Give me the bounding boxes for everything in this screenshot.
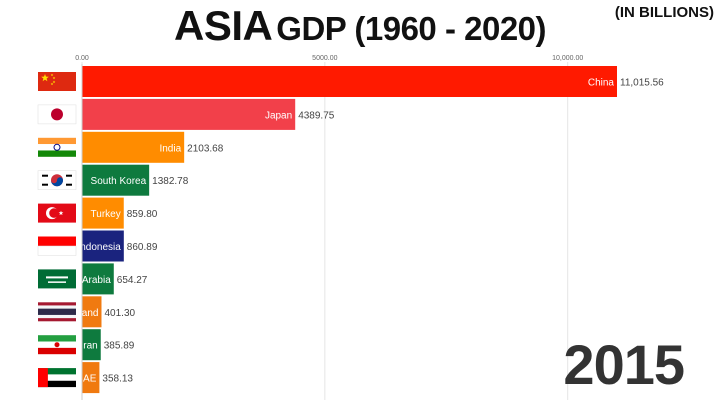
bar (82, 329, 101, 361)
year-label: 2015 (563, 333, 685, 396)
bar (82, 98, 296, 130)
bar-category-label: Saudi Arabia (54, 275, 111, 286)
bar (82, 296, 102, 328)
bar-category-label: Thailand (60, 308, 98, 319)
bar (82, 230, 124, 262)
japan-flag-icon (37, 104, 77, 125)
bar (82, 131, 185, 163)
bar-category-label: Turkey (91, 209, 121, 220)
bar-value-label: 4389.75 (298, 110, 335, 121)
bar-value-label: 358.13 (102, 374, 133, 385)
bar-value-label: 654.27 (117, 275, 148, 286)
bar-category-label: Indonesia (77, 242, 121, 253)
bar (82, 362, 100, 394)
bar-value-label: 11,015.56 (620, 78, 664, 89)
title-sub: GDP (1960 - 2020) (276, 10, 547, 47)
bar-value-label: 859.80 (127, 209, 158, 220)
x-tick-label: 10,000.00 (552, 55, 583, 62)
indonesia-flag-icon (37, 236, 77, 256)
unit-note: (IN BILLIONS) (614, 4, 714, 21)
uae-flag-icon (38, 368, 76, 388)
bar (82, 164, 150, 196)
bar-category-label: India (159, 143, 181, 154)
chart-title: ASIA GDP (1960 - 2020) (0, 2, 720, 50)
x-tick-label: 0.00 (75, 55, 89, 62)
bar-category-label: Iran (81, 341, 98, 352)
title-main: ASIA (173, 2, 273, 49)
bar-value-label: 401.30 (104, 308, 135, 319)
iran-flag-icon (38, 335, 76, 355)
india-flag-icon (38, 137, 76, 157)
thailand-flag-icon (38, 302, 76, 322)
bar (82, 263, 114, 295)
x-tick-label: 5000.00 (312, 55, 337, 62)
turkey-flag-icon (38, 203, 76, 223)
bar-category-label: China (588, 78, 615, 89)
bar-value-label: 385.89 (104, 341, 135, 352)
bar-value-label: 860.89 (127, 242, 158, 253)
bar-value-label: 1382.78 (152, 176, 189, 187)
bar (82, 197, 124, 229)
bar-value-label: 2103.68 (187, 143, 224, 154)
bar-category-label: South Korea (91, 176, 147, 187)
south-korea-flag-icon (37, 170, 77, 190)
bar-category-label: UAE (76, 374, 97, 385)
saudi-arabia-flag-icon (38, 269, 76, 289)
china-flag-icon (38, 72, 76, 91)
bar-category-label: Japan (265, 110, 292, 121)
bar (82, 66, 617, 97)
